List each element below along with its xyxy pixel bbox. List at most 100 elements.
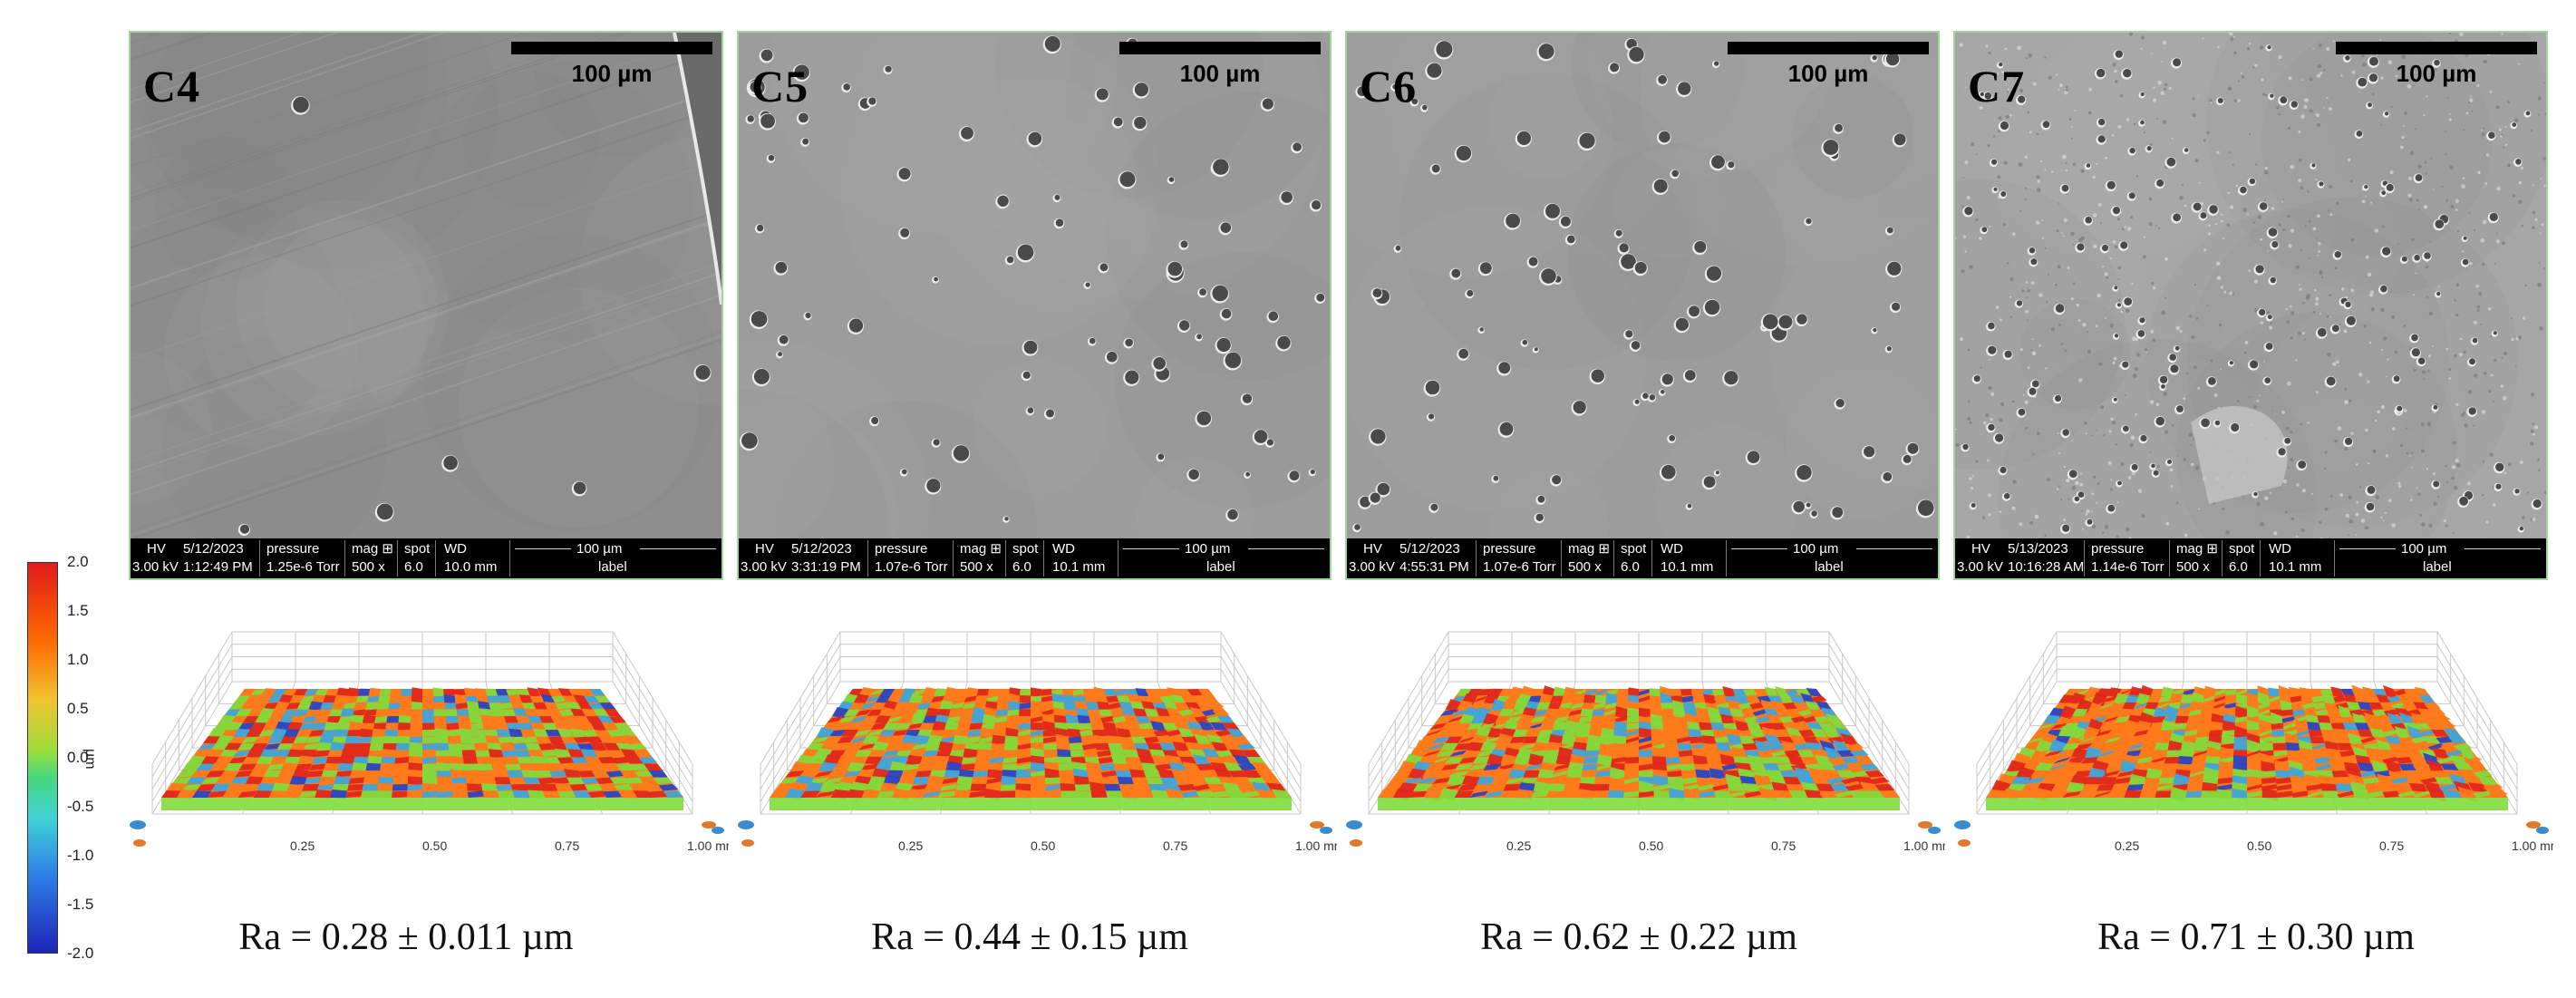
axis-tick-label: 0.75 — [555, 838, 579, 853]
data-bar-mag: mag ⊞ — [1568, 541, 1610, 557]
data-bar-time: 1:12:49 PM — [183, 559, 253, 575]
color-scale-tick: 0.0 — [67, 749, 89, 766]
data-bar-spot-val: 6.0 — [404, 559, 423, 575]
data-bar-mag: mag ⊞ — [2176, 541, 2218, 557]
orientation-glyph-icon — [712, 827, 724, 834]
scale-bar — [1728, 42, 1929, 54]
data-bar-time: 4:55:31 PM — [1399, 559, 1469, 575]
roughness-value-c4: Ra = 0.28 ± 0.011 µm — [238, 916, 574, 958]
data-bar-wd-val: 10.1 mm — [1052, 559, 1106, 575]
sem-micrograph-image — [1955, 33, 2546, 542]
orientation-glyph-icon — [1310, 821, 1324, 828]
sem-panel-c6: C6 100 µm HV 5/12/2023 pressure mag ⊞ spot WD 10… — [1345, 31, 1940, 580]
data-bar-divider — [2260, 540, 2261, 577]
data-bar-divider — [2169, 540, 2170, 577]
orientation-glyph-icon — [1320, 827, 1332, 834]
color-scale-tick: -2.0 — [67, 945, 94, 962]
scale-bar-label: 100 µm — [571, 60, 653, 87]
surface-profile-plot-c5: 0.25 0.50 0.75 1.00 mm — [724, 598, 1337, 897]
data-bar-date: 5/12/2023 — [791, 541, 852, 557]
surface-3d-render: 0.25 0.50 0.75 1.00 mm — [738, 631, 1337, 853]
orientation-glyph-icon — [1928, 827, 1941, 834]
axis-tick-label: 0.50 — [422, 838, 447, 853]
data-bar-hv: HV — [1971, 541, 1990, 557]
orientation-glyph-icon — [741, 839, 754, 847]
color-scale-unit: µm — [82, 749, 98, 770]
sem-data-bar: HV 5/12/2023 pressure mag ⊞ spot WD 100 µm 3.00… — [739, 538, 1330, 578]
data-bar-bar-label: label — [1206, 559, 1235, 575]
sem-data-bar: HV 5/12/2023 pressure mag ⊞ spot WD 100 µm 3.00… — [131, 538, 721, 578]
data-bar-wd-val: 10.1 mm — [1661, 559, 1714, 575]
data-bar-divider — [867, 540, 868, 577]
color-scale-tick: 0.5 — [67, 700, 89, 717]
data-bar-bar-label: label — [2423, 559, 2452, 575]
surface-profile-plot-c4: 0.25 0.50 0.75 1.00 mm — [116, 598, 729, 897]
data-bar-scale-line — [1248, 548, 1324, 549]
data-bar-divider — [1613, 540, 1614, 577]
data-bar-divider — [344, 540, 345, 577]
scale-bar-label: 100 µm — [2396, 60, 2477, 87]
axis-tick-label: 0.25 — [898, 838, 923, 853]
sem-panel-c4: C4 100 µm HV 5/12/2023 pressure mag ⊞ spot WD 10… — [129, 31, 723, 580]
axis-tick-label: 0.50 — [1639, 838, 1663, 853]
orientation-glyph-icon — [2526, 821, 2541, 828]
data-bar-divider — [2222, 540, 2223, 577]
axis-tick-label: 0.25 — [290, 838, 315, 853]
axis-tick-label: 0.25 — [1506, 838, 1531, 853]
data-bar-hv-val: 3.00 kV — [1957, 559, 2003, 575]
data-bar-wd: WD — [1661, 541, 1683, 557]
scale-bar — [2336, 42, 2537, 54]
orientation-glyph-icon — [133, 839, 146, 847]
data-bar-spot: spot — [1621, 541, 1647, 557]
data-bar-divider — [435, 540, 436, 577]
data-bar-spot-val: 6.0 — [1621, 559, 1640, 575]
data-bar-value-row: 3.00 kV 1:12:49 PM 1.25e-6 Torr 500 x 6.0 10.… — [131, 558, 721, 577]
orientation-glyph-icon — [1346, 820, 1362, 829]
data-bar-bar-scale: 100 µm — [1793, 541, 1839, 557]
surface-3d-render: 0.25 0.50 0.75 1.00 mm — [1346, 631, 1945, 853]
data-bar-spot: spot — [2229, 541, 2255, 557]
orientation-glyph-icon — [1918, 821, 1932, 828]
roughness-value-c7: Ra = 0.71 ± 0.30 µm — [2097, 916, 2415, 958]
data-bar-divider — [1726, 540, 1727, 577]
data-bar-pressure: pressure — [266, 541, 320, 557]
data-bar-spot: spot — [404, 541, 431, 557]
orientation-glyph-icon — [1958, 839, 1971, 847]
axis-tick-label: 0.25 — [2115, 838, 2139, 853]
data-bar-scale-line — [515, 548, 571, 549]
roughness-value-c5: Ra = 0.44 ± 0.15 µm — [871, 916, 1188, 958]
data-bar-date: 5/12/2023 — [1399, 541, 1460, 557]
data-bar-spot: spot — [1012, 541, 1039, 557]
scale-bar — [511, 42, 712, 54]
data-bar-mag-val: 500 x — [2176, 559, 2210, 575]
data-bar-scale-line — [2465, 548, 2541, 549]
sem-data-bar: HV 5/12/2023 pressure mag ⊞ spot WD 100 µm 3.00… — [1347, 538, 1938, 578]
axis-tick-label: 0.75 — [1163, 838, 1187, 853]
axis-tick-label: 1.00 mm — [1903, 838, 1945, 853]
surface-3d-render: 0.25 0.50 0.75 1.00 mm — [1954, 631, 2553, 853]
data-bar-hv-val: 3.00 kV — [1349, 559, 1395, 575]
data-bar-wd: WD — [444, 541, 467, 557]
data-bar-scale-line — [1123, 548, 1179, 549]
color-scale-tick: 2.0 — [67, 553, 89, 570]
data-bar-hv-val: 3.00 kV — [741, 559, 787, 575]
sem-data-bar: HV 5/13/2023 pressure mag ⊞ spot WD 100 µm 3.00… — [1955, 538, 2546, 578]
data-bar-time: 3:31:19 PM — [791, 559, 861, 575]
data-bar-divider — [509, 540, 510, 577]
data-bar-spot-val: 6.0 — [1012, 559, 1031, 575]
sem-panel-c7: C7 100 µm HV 5/13/2023 pressure mag ⊞ spot WD 10… — [1953, 31, 2548, 580]
data-bar-hv: HV — [147, 541, 166, 557]
data-bar-bar-label: label — [1815, 559, 1844, 575]
orientation-glyph-icon — [130, 820, 146, 829]
data-bar-date: 5/12/2023 — [183, 541, 244, 557]
data-bar-header-row: HV 5/13/2023 pressure mag ⊞ spot WD 100 µm — [1955, 540, 2546, 558]
data-bar-pressure-val: 1.07e-6 Torr — [875, 559, 948, 575]
surface-3d-render: 0.25 0.50 0.75 1.00 mm — [130, 631, 729, 853]
surface-profile-plot-c6: 0.25 0.50 0.75 1.00 mm — [1332, 598, 1945, 897]
data-bar-wd-val: 10.1 mm — [2269, 559, 2322, 575]
sample-tag: C4 — [143, 61, 201, 111]
data-bar-header-row: HV 5/12/2023 pressure mag ⊞ spot WD 100 µm — [1347, 540, 1938, 558]
sem-micrograph-image — [131, 33, 721, 542]
roughness-value-c6: Ra = 0.62 ± 0.22 µm — [1480, 916, 1797, 958]
data-bar-scale-line — [1731, 548, 1787, 549]
